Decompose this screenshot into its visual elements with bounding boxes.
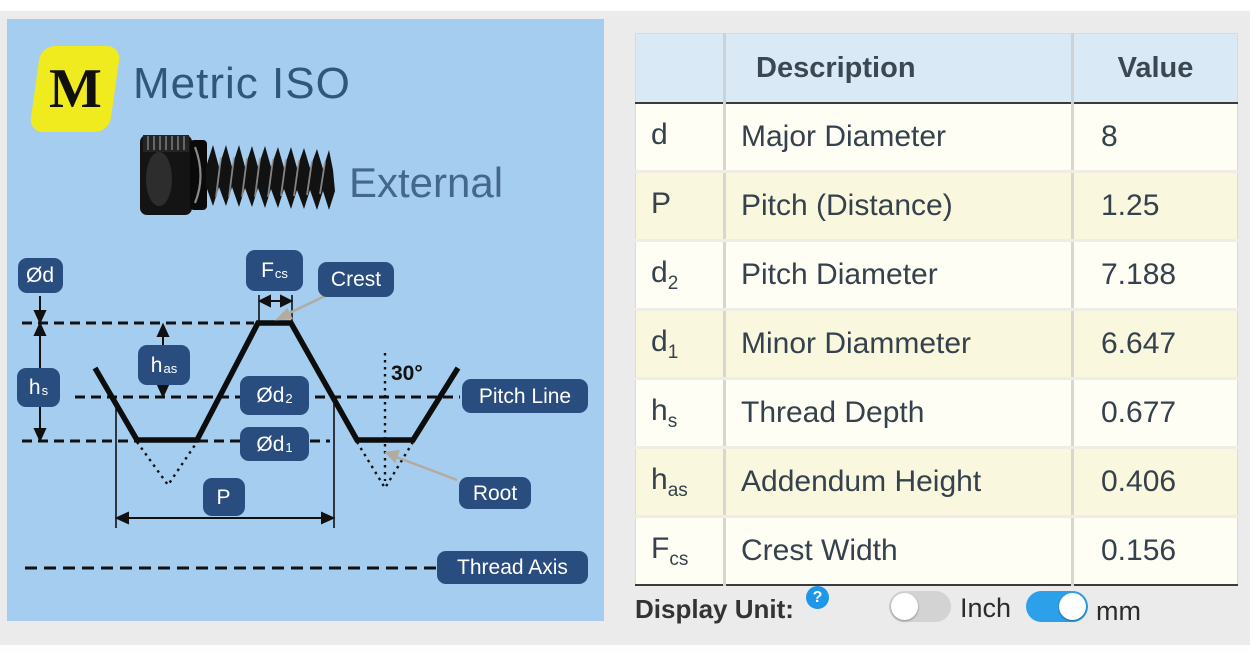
table-row: has Addendum Height 0.406 bbox=[635, 447, 1238, 518]
pitch-diameter-label: Ød 2 bbox=[240, 376, 309, 415]
pitch-label: P bbox=[203, 478, 245, 516]
bottom-strip bbox=[0, 645, 1250, 651]
symbol-cell: hs bbox=[635, 378, 726, 449]
thread-profile bbox=[92, 320, 461, 443]
symbol-cell: Fcs bbox=[635, 516, 726, 586]
description-cell: Pitch Diameter bbox=[724, 240, 1074, 311]
value-column-header: Value bbox=[1072, 33, 1238, 104]
description-cell: Crest Width bbox=[724, 516, 1074, 586]
top-strip bbox=[0, 0, 1250, 11]
addendum-height-label: h as bbox=[138, 345, 190, 385]
symbol-cell: d bbox=[635, 103, 726, 173]
table-row: hs Thread Depth 0.677 bbox=[635, 378, 1238, 449]
description-cell: Thread Depth bbox=[724, 378, 1074, 449]
value-cell: 8 bbox=[1072, 103, 1238, 173]
metric-iso-panel: M Metric ISO External bbox=[7, 19, 604, 621]
symbol-cell: d2 bbox=[635, 240, 726, 311]
pitch-line-label: Pitch Line bbox=[462, 379, 588, 413]
symbol-cell: has bbox=[635, 447, 726, 518]
value-cell: 6.647 bbox=[1072, 309, 1238, 380]
description-column-header: Description bbox=[724, 33, 1074, 104]
mm-toggle-label: mm bbox=[1096, 596, 1141, 626]
symbol-cell: P bbox=[635, 171, 726, 242]
table-row: d2 Pitch Diameter 7.188 bbox=[635, 240, 1238, 311]
display-unit-label: Display Unit: bbox=[635, 594, 794, 624]
inch-toggle-knob bbox=[891, 593, 918, 620]
description-cell: Major Diameter bbox=[724, 103, 1074, 173]
symbol-column-header bbox=[635, 33, 726, 104]
crest-label: Crest bbox=[318, 262, 394, 297]
table-row: d Major Diameter 8 bbox=[635, 103, 1238, 173]
thread-axis-label: Thread Axis bbox=[437, 551, 588, 584]
table-row: P Pitch (Distance) 1.25 bbox=[635, 171, 1238, 242]
description-cell: Pitch (Distance) bbox=[724, 171, 1074, 242]
inch-toggle-label: Inch bbox=[960, 593, 1012, 623]
thread-spec-table: Description Value d Major Diameter 8 P P… bbox=[635, 33, 1238, 586]
description-cell: Addendum Height bbox=[724, 447, 1074, 518]
description-cell: Minor Diammeter bbox=[724, 309, 1074, 380]
flank-angle-label: 30° bbox=[391, 362, 423, 385]
root-label: Root bbox=[459, 477, 531, 509]
value-cell: 1.25 bbox=[1072, 171, 1238, 242]
value-cell: 7.188 bbox=[1072, 240, 1238, 311]
left-root-v bbox=[136, 441, 198, 488]
minor-diameter-label: Ød 1 bbox=[240, 427, 309, 461]
mm-toggle[interactable] bbox=[1026, 591, 1088, 622]
major-diameter-label: Ød bbox=[18, 258, 63, 293]
thread-profile-diagram bbox=[22, 135, 461, 570]
symbol-cell: d1 bbox=[635, 309, 726, 380]
table-row: d1 Minor Diammeter 6.647 bbox=[635, 309, 1238, 380]
external-caption: External bbox=[349, 159, 504, 206]
bolt-illustration bbox=[140, 135, 335, 215]
root-callout-arrow bbox=[390, 453, 458, 482]
value-cell: 0.156 bbox=[1072, 516, 1238, 586]
table-row: Fcs Crest Width 0.156 bbox=[635, 516, 1238, 586]
mm-toggle-knob bbox=[1059, 593, 1086, 620]
table-header-row: Description Value bbox=[635, 33, 1238, 104]
value-cell: 0.406 bbox=[1072, 447, 1238, 518]
inch-toggle[interactable] bbox=[889, 591, 951, 622]
panel-title: Metric ISO bbox=[133, 59, 351, 108]
help-icon[interactable]: ? bbox=[806, 586, 829, 609]
value-cell: 0.677 bbox=[1072, 378, 1238, 449]
